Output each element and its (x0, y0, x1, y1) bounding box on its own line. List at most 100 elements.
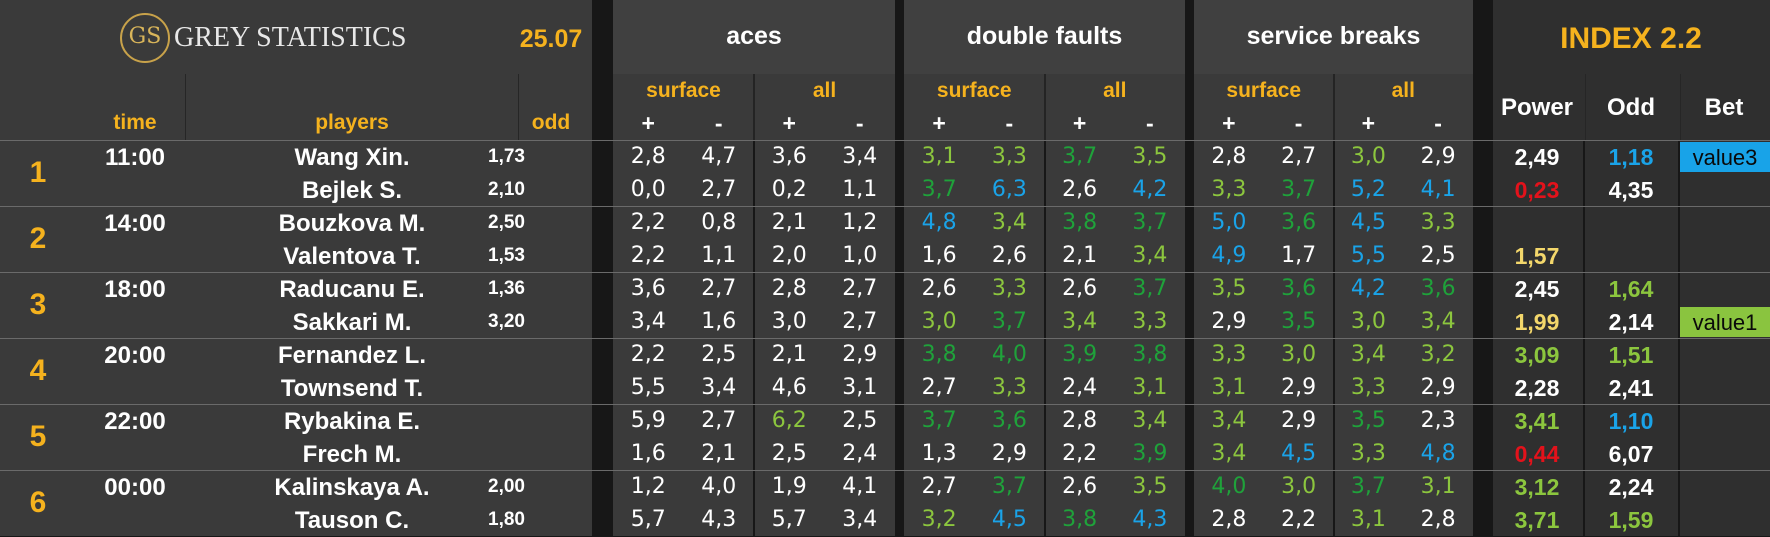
odd2-cell-3 (1585, 273, 1678, 338)
stat-value: 3,0 (771, 309, 807, 334)
subheader-surface-1: surface (646, 79, 721, 102)
index-subheader-cell (1493, 74, 1770, 140)
power-cell-3 (1493, 273, 1583, 338)
stat-value: 5,7 (630, 507, 666, 532)
stat-value: 2,7 (921, 375, 957, 400)
stat-value: 3,4 (1211, 441, 1247, 466)
odd2-cell-5 (1585, 405, 1678, 470)
num-header-cell (0, 0, 86, 140)
stat-value: 2,9 (1420, 144, 1456, 169)
power-cell-5 (1493, 405, 1583, 470)
stat-value: 2,6 (1062, 276, 1098, 301)
stat-value: 4,1 (842, 474, 878, 499)
stat-value: 3,1 (842, 375, 878, 400)
stat-value: 3,1 (921, 144, 957, 169)
stat-surface-cell-g1-4 (904, 339, 1044, 404)
power-cell-4 (1493, 339, 1583, 404)
stat-value: 5,2 (1350, 177, 1386, 202)
stat-value: 2,3 (1420, 408, 1456, 433)
bet-badge-text: value1 (1692, 310, 1758, 335)
stat-value: 3,3 (991, 375, 1027, 400)
stat-value: 3,0 (1350, 144, 1386, 169)
col-header-players: players (315, 111, 389, 134)
stat-value: 3,2 (921, 507, 957, 532)
subheader-divider-1 (753, 74, 755, 140)
player-name: Raducanu E. (279, 276, 425, 303)
match-number: 2 (29, 222, 47, 255)
num-cell-5 (0, 405, 86, 470)
odd2-value: 1,59 (1608, 507, 1654, 533)
group-title-2: double faults (966, 22, 1123, 50)
stat-value: 2,5 (701, 342, 737, 367)
stat-value: 3,1 (1420, 474, 1456, 499)
stat-value: 2,2 (1062, 441, 1098, 466)
players-cell-3 (185, 273, 518, 338)
stat-value: 2,1 (771, 210, 807, 235)
stat-value: 2,9 (991, 441, 1027, 466)
stat-value: 1,0 (842, 243, 878, 268)
stat-value: 3,5 (1132, 474, 1168, 499)
stat-all-cell-g0-5 (755, 405, 895, 470)
player-odd: 2,10 (488, 179, 525, 200)
stat-value: 4,3 (701, 507, 737, 532)
header-separator-3 (1680, 74, 1681, 140)
match-time: 22:00 (104, 408, 166, 435)
stat-value: 2,8 (1420, 507, 1456, 532)
match-time: 00:00 (104, 474, 166, 501)
stat-value: 6,2 (771, 408, 807, 433)
logo-monogram: GS (128, 24, 162, 49)
stat-value: 2,2 (630, 210, 666, 235)
stat-value: 2,4 (842, 441, 878, 466)
subheader-all-2: all (1103, 79, 1127, 102)
stat-value: 0,0 (630, 177, 666, 202)
stat-value: 3,2 (1420, 342, 1456, 367)
odd2-value: 6,07 (1608, 441, 1654, 467)
stat-value: 3,6 (630, 276, 666, 301)
group-header-cell-3 (1194, 0, 1473, 74)
players-cell-1 (185, 141, 518, 206)
stat-all-cell-g0-2 (755, 207, 895, 272)
stat-value: 3,1 (1350, 507, 1386, 532)
stat-surface-cell-g0-4 (613, 339, 753, 404)
stat-value: 2,8 (771, 276, 807, 301)
stat-surface-cell-g2-5 (1194, 405, 1333, 470)
player-name: Rybakina E. (283, 408, 421, 435)
players-cell-2 (185, 207, 518, 272)
stat-value: 3,6 (1420, 276, 1456, 301)
stat-value: 2,7 (701, 177, 737, 202)
stat-value: 3,5 (1132, 144, 1168, 169)
num-cell-2 (0, 207, 86, 272)
stat-value: 2,9 (1420, 375, 1456, 400)
stat-all-cell-g2-4 (1334, 339, 1473, 404)
stat-value: 3,8 (1062, 507, 1098, 532)
match-number: 1 (29, 156, 47, 189)
stat-value: 2,8 (630, 144, 666, 169)
stat-value: 2,6 (1062, 474, 1098, 499)
stat-value: 3,7 (991, 309, 1027, 334)
player-odd: 2,00 (488, 476, 525, 497)
stat-value: 3,7 (1350, 474, 1386, 499)
stat-all-cell-g2-5 (1334, 405, 1473, 470)
odd-cell-6 (518, 471, 592, 536)
stat-value: 3,4 (842, 507, 878, 532)
num-cell-4 (0, 339, 86, 404)
stat-value: 2,6 (991, 243, 1027, 268)
match-divider-2 (0, 206, 1770, 207)
match-divider-4 (0, 338, 1770, 339)
subheader-all-3: all (1391, 79, 1415, 102)
stat-all-cell-g1-1 (1045, 141, 1185, 206)
power-value: 3,09 (1514, 342, 1560, 368)
stat-surface-cell-g1-3 (904, 273, 1044, 338)
stat-value: 2,2 (630, 243, 666, 268)
stat-value: 1,6 (921, 243, 957, 268)
match-divider-3 (0, 272, 1770, 273)
stat-value: 2,6 (1062, 177, 1098, 202)
player-name: Kalinskaya A. (274, 474, 430, 501)
match-number: 3 (29, 288, 47, 321)
stat-value: 4,2 (1350, 276, 1386, 301)
stat-value: 2,2 (630, 342, 666, 367)
bet-cell-2 (1680, 207, 1770, 272)
odd-cell-2 (518, 207, 592, 272)
group-title-1: aces (726, 22, 782, 50)
col-header-power: Power (1500, 94, 1574, 121)
